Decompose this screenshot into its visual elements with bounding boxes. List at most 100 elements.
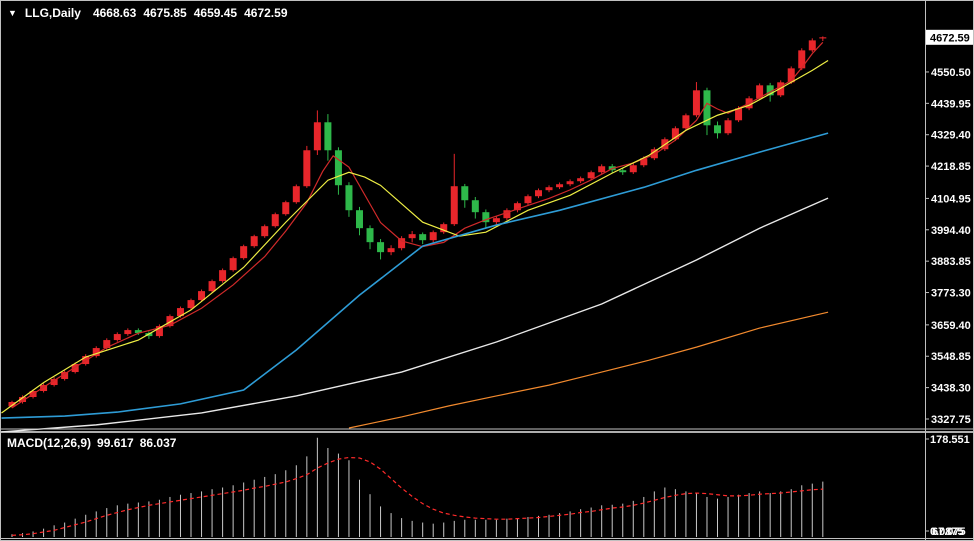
candle-up: [198, 291, 206, 301]
candle-down: [345, 185, 353, 211]
ma-yellow-line: [1, 59, 829, 414]
ohlc-open: 4668.63: [92, 6, 137, 20]
macd-header: MACD(12,26,9) 99.617 86.037: [7, 436, 176, 450]
ohlc-high: 4675.85: [143, 6, 187, 20]
candle-down: [377, 242, 385, 253]
candle-up: [313, 122, 321, 151]
ma-fast-red-line: [11, 41, 824, 409]
candle-down: [703, 90, 711, 126]
macd-main-value: 99.617: [97, 436, 134, 450]
ma-white-line: [1, 197, 829, 433]
candle-up: [71, 364, 79, 373]
candle-up: [808, 40, 816, 51]
candle-up: [440, 224, 448, 233]
price-tick-label: 4104.95: [931, 193, 971, 205]
candle-up: [387, 248, 395, 253]
candle-down: [619, 170, 627, 173]
candle-up: [229, 258, 237, 271]
macd-indicator-label: MACD(12,26,9): [7, 436, 92, 450]
candle-down: [355, 210, 363, 229]
candle-up: [524, 196, 532, 204]
candle-up: [40, 385, 48, 392]
candle-up: [303, 150, 311, 187]
candle-up: [50, 379, 58, 386]
candle-down: [714, 125, 722, 134]
candle-up: [787, 68, 795, 83]
candle-up: [292, 186, 300, 203]
candle-up: [535, 190, 542, 197]
symbol-dropdown-icon[interactable]: ▼: [8, 8, 17, 18]
candle-down: [134, 330, 142, 334]
candle-up: [124, 330, 132, 335]
candle-down: [766, 85, 774, 96]
candle-up: [503, 210, 511, 219]
macd-signal-value: 86.037: [139, 436, 177, 450]
candle-up: [8, 402, 16, 407]
candle-up: [798, 50, 806, 69]
candle-down: [471, 200, 479, 213]
price-tick-label: 3773.30: [931, 288, 971, 300]
ma-orange-line: [348, 311, 829, 429]
candle-up: [735, 108, 743, 121]
ohlc-low: 4659.45: [193, 6, 238, 20]
chart-header: ▼ LLG,Daily 4668.63 4675.85 4659.45 4672…: [8, 6, 295, 20]
candle-up: [92, 348, 100, 357]
candle-down: [482, 212, 490, 223]
candle-up: [398, 238, 406, 249]
candle-up: [682, 115, 690, 129]
symbol-timeframe-label: LLG,Daily: [24, 6, 81, 20]
price-tick-label: 3883.85: [931, 256, 971, 268]
candle-down: [419, 234, 427, 241]
price-tick-label: 4329.40: [931, 130, 971, 142]
ma-blue-line: [1, 132, 829, 419]
price-axis[interactable]: 4661.054550.504439.954329.404218.854104.…: [925, 29, 973, 426]
price-tick-label: 4550.50: [931, 67, 971, 79]
candle-up: [756, 85, 764, 99]
candle-up: [408, 234, 416, 239]
candle-up: [19, 397, 27, 403]
candle-up: [187, 300, 195, 309]
candle-up: [155, 326, 163, 337]
candle-up: [250, 236, 258, 247]
ohlc-close: 4672.59: [244, 6, 288, 20]
candle-up: [429, 232, 437, 241]
candle-up: [587, 172, 595, 179]
candle-up: [282, 202, 290, 215]
candle-up: [671, 128, 679, 140]
candle-down: [324, 122, 332, 151]
candle-up: [513, 203, 521, 211]
candle-up: [208, 281, 216, 292]
candle-up: [271, 214, 279, 227]
price-tick-label: 4439.95: [931, 98, 971, 110]
candle-up: [450, 186, 458, 225]
pane-resize-separator[interactable]: [0, 429, 974, 433]
candle-up: [492, 218, 500, 223]
candle-up: [176, 308, 184, 317]
price-tick-label: 3438.30: [931, 383, 971, 395]
price-pane[interactable]: [1, 36, 829, 433]
price-tick-label: 3994.40: [931, 225, 971, 237]
candle-up: [566, 181, 574, 185]
candle-up: [692, 90, 700, 116]
candle-up: [113, 334, 121, 341]
candle-up: [819, 37, 827, 39]
price-tick-label: 4218.85: [931, 161, 971, 173]
macd-min-label-overlap: 67.075: [932, 526, 966, 538]
price-tick-label: 3327.75: [931, 414, 971, 426]
candle-down: [334, 150, 342, 186]
candle-up: [219, 270, 227, 282]
candle-up: [61, 372, 69, 380]
candle-up: [724, 120, 732, 134]
candle-up: [640, 158, 648, 166]
candle-up: [629, 165, 637, 173]
macd-min-label: 0.0875: [930, 526, 964, 538]
macd-max-label: 178.551: [930, 434, 970, 446]
macd-pane[interactable]: [11, 437, 824, 537]
candle-up: [545, 187, 553, 191]
candle-up: [577, 178, 585, 182]
candle-up: [240, 246, 248, 259]
